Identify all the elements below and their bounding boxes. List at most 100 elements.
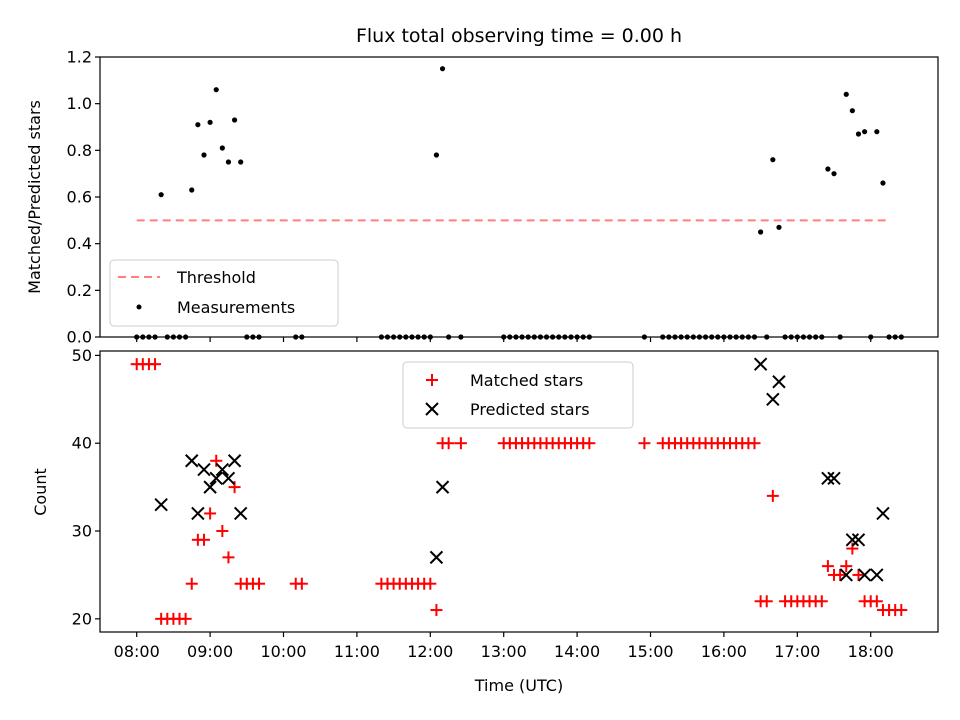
matched-star-point [834,568,847,581]
predicted-star-point [766,392,780,407]
count-legend: Matched stars Predicted stars [402,361,634,429]
legend-measurement-marker [136,304,142,310]
measurement-point [231,117,238,123]
ratio-y-axis-label: Matched/Predicted stars [25,100,44,294]
predicted-star-d2 [839,568,853,582]
predicted-star-point [209,471,223,486]
count-x-tick-label: 18:00 [848,642,894,661]
count-panel: 20 30 40 50 08:00 09:00 10:00 11:00 12:00 13:00 1… [31,346,939,695]
predicted-star-d2 [215,462,230,477]
matched-star-point [185,577,198,590]
ratio-y-tick-label: 0.0 [67,328,92,347]
predicted-star-point [845,533,860,547]
predicted-star-d2 [851,533,866,547]
matched-star-point [210,454,223,467]
matched-star-point [852,568,865,581]
count-x-tick-label: 17:00 [774,642,820,661]
predicted-star-d2 [772,375,786,389]
predicted-star-d2 [876,506,890,521]
matched-star-point [748,437,761,450]
legend-predicted-marker [425,402,439,416]
count-marks [130,357,908,625]
predicted-star-point [851,533,866,547]
measurement-point [776,224,782,230]
predicted-star-d2 [870,568,884,582]
ratio-legend-box [109,259,339,327]
count-y-axis-label: Count [31,468,50,516]
predicted-star-point [227,454,242,468]
measurement-point [207,119,213,125]
count-panel-frame [99,350,939,633]
predicted-star-point [185,454,199,468]
matched-star-point [222,551,235,564]
count-legend-box [402,361,634,429]
predicted-star-d2 [227,454,242,468]
predicted-star-point [215,462,230,477]
measurement-point [189,187,195,193]
measurement-point [861,129,868,135]
count-x-tick-label: 11:00 [334,642,380,661]
measurement-point [195,122,201,128]
legend-matched-label: Matched stars [470,371,583,390]
predicted-star-d2 [154,497,168,512]
predicted-star-point [203,480,217,494]
count-x-tick-label: 13:00 [481,642,527,661]
predicted-star-d2 [827,471,841,486]
measurement-point [880,180,886,186]
count-y-tick-label: 50 [72,346,92,365]
measurement-point [874,129,880,135]
measurement-point [219,145,225,151]
matched-star-point [815,595,828,608]
predicted-star-point [857,568,872,582]
predicted-star-d2 [435,480,450,494]
predicted-star-point [154,497,168,512]
ratio-x-ticks [136,337,872,342]
legend-threshold-label: Threshold [176,268,256,287]
matched-star-point [638,437,651,450]
ratio-y-tick-label: 0.4 [67,234,92,253]
legend-measurements-label: Measurements [177,298,295,317]
predicted-star-point [827,471,841,486]
measurement-point [843,91,849,97]
count-x-tick-label: 16:00 [701,642,747,661]
x-axis-label: Time (UTC) [474,676,563,695]
measurement-point [433,152,440,158]
predicted-star-d2 [185,454,199,468]
predicted-star-point [876,506,890,521]
predicted-star-point [233,506,248,521]
count-x-tick-label: 08:00 [114,642,160,661]
predicted-star-point [772,375,786,389]
matched-star-point [840,560,853,573]
matched-star-point [204,507,217,520]
count-y-tick-label: 30 [72,522,92,541]
predicted-star-point [197,462,211,477]
chart-title: Flux total observing time = 0.00 h [356,25,682,47]
predicted-star-point [221,471,236,486]
ratio-marks [134,66,904,340]
count-y-ticks: 20 30 40 50 [72,346,100,628]
predicted-star-point [435,480,450,494]
ratio-panel: 0.0 0.2 0.4 0.6 0.8 1.0 1.2 Matched/Predicted … [25,48,939,347]
predicted-star-d2 [766,392,780,407]
ratio-y-tick-label: 0.2 [67,281,92,300]
count-x-tick-label: 12:00 [407,642,453,661]
matched-star-point [253,577,266,590]
measurement-point [758,229,764,235]
measurement-point [201,152,207,158]
predicted-star-d2 [753,357,768,371]
ratio-y-tick-label: 0.6 [67,188,92,207]
predicted-star-point [839,568,853,582]
count-x-tick-label: 10:00 [260,642,306,661]
matched-star-point [583,437,596,450]
matched-star-point [197,533,210,546]
count-x-tick-label: 15:00 [627,642,673,661]
measurement-point [225,159,232,165]
matched-star-point [821,560,834,573]
predicted-star-point [429,550,444,565]
predicted-star-point [821,471,835,486]
measurement-point [831,171,837,177]
ratio-y-ticks: 0.0 0.2 0.4 0.6 0.8 1.0 1.2 [67,48,100,347]
matched-star-point [216,525,229,538]
predicted-star-d2 [233,506,248,521]
predicted-star-point [191,506,205,521]
